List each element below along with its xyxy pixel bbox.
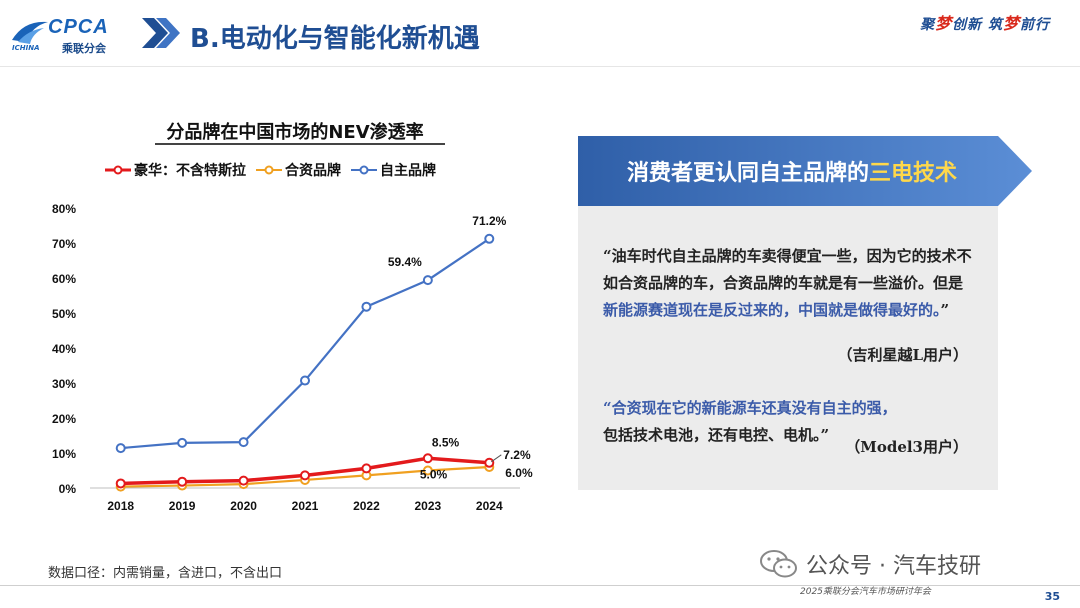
quote-model3: “合资现在它的新能源车还真没有自主的强， 包括技术电池，还有电控、电机。” [603, 399, 897, 444]
logo-small-text: ICHINA [12, 44, 40, 52]
x-tick-label: 2020 [230, 499, 257, 513]
cpca-logo: CPCA 乘联分会 ICHINA [10, 14, 132, 56]
data-point-2 [115, 443, 126, 454]
footer-divider [0, 585, 1080, 586]
data-point-2 [238, 437, 249, 448]
data-label: 71.2% [472, 214, 506, 228]
data-label: 59.4% [388, 255, 422, 269]
data-point-0 [238, 475, 249, 486]
banner-highlight: 三电技术 [869, 161, 958, 186]
slogan: 聚梦创新 筑梦前行 [920, 14, 1050, 33]
double-chevron-icon [142, 18, 180, 48]
data-label: 5.0% [420, 468, 448, 482]
data-footnote: 数据口径：内需销量，含进口，不含出口 [48, 566, 283, 581]
logo-text: CPCA [48, 16, 109, 38]
watermark-text: 公众号 · 汽车技研 [806, 554, 981, 579]
y-tick-label: 20% [52, 412, 76, 426]
x-tick-label: 2024 [476, 499, 503, 513]
leader-line [490, 454, 502, 463]
logo-wing-icon [12, 21, 48, 44]
x-tick-label: 2019 [169, 499, 196, 513]
y-tick-label: 0% [59, 482, 77, 496]
y-tick-label: 80% [52, 202, 76, 216]
data-label: 8.5% [432, 435, 460, 449]
data-label: 6.0% [505, 466, 533, 480]
legend-item-luxury: 豪华：不含特斯拉 [105, 160, 246, 180]
y-tick-label: 40% [52, 342, 76, 356]
x-tick-label: 2022 [353, 499, 380, 513]
series-line-2 [120, 237, 490, 450]
quote-geely: “油车时代自主品牌的车卖得便宜一些，因为它的技术不如合资品牌的车，合资品牌的车就… [603, 247, 972, 319]
nev-penetration-chart: 0% 10% 20% 30% 40% 50% 60% 70% 80% 2018 2019 2020 20… [52, 202, 533, 513]
y-tick-label: 30% [52, 377, 76, 391]
banner-title: 消费者更认同自主品牌的 三电技术 [578, 136, 1006, 206]
data-point-1 [422, 465, 433, 476]
page-number: 35 [1044, 590, 1060, 603]
x-tick-label: 2018 [107, 499, 134, 513]
quote-box [578, 206, 998, 490]
quote-geely-source: （吉利星越L用户） [837, 346, 968, 364]
data-point-0 [361, 463, 372, 474]
chart-title-underline [155, 143, 445, 145]
quote-model3-source: （Model3用户） [845, 438, 968, 456]
data-point-0 [177, 476, 188, 487]
logo-subtitle: 乘联分会 [62, 42, 106, 55]
data-label: 7.2% [503, 448, 531, 462]
x-tick-label: 2021 [292, 499, 319, 513]
page-title: B.电动化与智能化新机遇 [190, 24, 480, 54]
legend-item-jv: 合资品牌 [256, 160, 341, 180]
y-tick-label: 70% [52, 237, 76, 251]
data-point-0 [484, 457, 495, 468]
data-point-2 [361, 301, 372, 312]
data-point-0 [300, 470, 310, 481]
banner-arrow [578, 136, 1032, 206]
data-point-2 [422, 275, 433, 286]
data-point-0 [115, 478, 126, 489]
data-point-2 [300, 375, 310, 386]
chart-legend: 豪华：不含特斯拉 合资品牌 自主品牌 [105, 160, 436, 180]
wechat-icon [760, 550, 797, 578]
footer-text: 2025乘联分会汽车市场研讨年会 [800, 587, 931, 597]
y-tick-label: 10% [52, 447, 76, 461]
header-divider [0, 66, 1080, 67]
wechat-watermark: 公众号 · 汽车技研 [760, 548, 981, 580]
data-point-2 [177, 437, 188, 448]
y-tick-label: 50% [52, 307, 76, 321]
y-tick-label: 60% [52, 272, 76, 286]
data-point-0 [422, 453, 433, 464]
legend-item-domestic: 自主品牌 [351, 160, 436, 180]
x-tick-label: 2023 [415, 499, 442, 513]
data-point-2 [484, 233, 495, 244]
chart-title: 分品牌在中国市场的NEV渗透率 [166, 122, 424, 143]
